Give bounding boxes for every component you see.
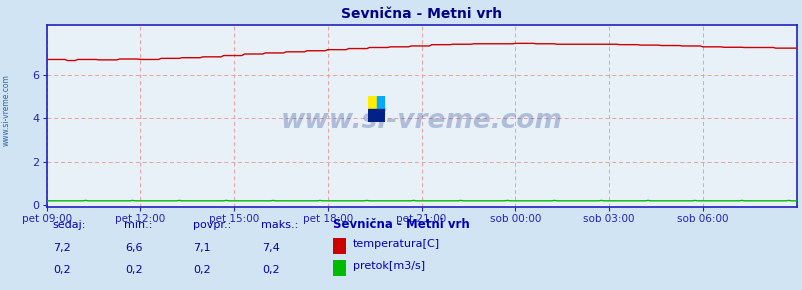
Text: min.:: min.: bbox=[124, 220, 152, 230]
Text: pretok[m3/s]: pretok[m3/s] bbox=[352, 261, 424, 271]
Text: www.si-vreme.com: www.si-vreme.com bbox=[280, 108, 562, 135]
Text: www.si-vreme.com: www.si-vreme.com bbox=[2, 74, 11, 146]
Text: 7,4: 7,4 bbox=[261, 243, 279, 253]
Bar bbox=[367, 96, 376, 109]
Bar bbox=[367, 109, 385, 122]
Text: temperatura[C]: temperatura[C] bbox=[352, 239, 439, 249]
Text: Sevnična - Metni vrh: Sevnična - Metni vrh bbox=[333, 218, 469, 231]
Text: 0,2: 0,2 bbox=[261, 264, 279, 275]
Title: Sevnična - Metni vrh: Sevnična - Metni vrh bbox=[341, 7, 501, 21]
Text: sedaj:: sedaj: bbox=[52, 220, 86, 230]
Text: 0,2: 0,2 bbox=[193, 264, 211, 275]
Text: 7,2: 7,2 bbox=[53, 243, 71, 253]
Text: povpr.:: povpr.: bbox=[192, 220, 231, 230]
Text: 7,1: 7,1 bbox=[193, 243, 211, 253]
Text: 0,2: 0,2 bbox=[53, 264, 71, 275]
Text: 0,2: 0,2 bbox=[125, 264, 143, 275]
Text: maks.:: maks.: bbox=[261, 220, 298, 230]
Text: 6,6: 6,6 bbox=[125, 243, 143, 253]
Bar bbox=[376, 96, 385, 109]
